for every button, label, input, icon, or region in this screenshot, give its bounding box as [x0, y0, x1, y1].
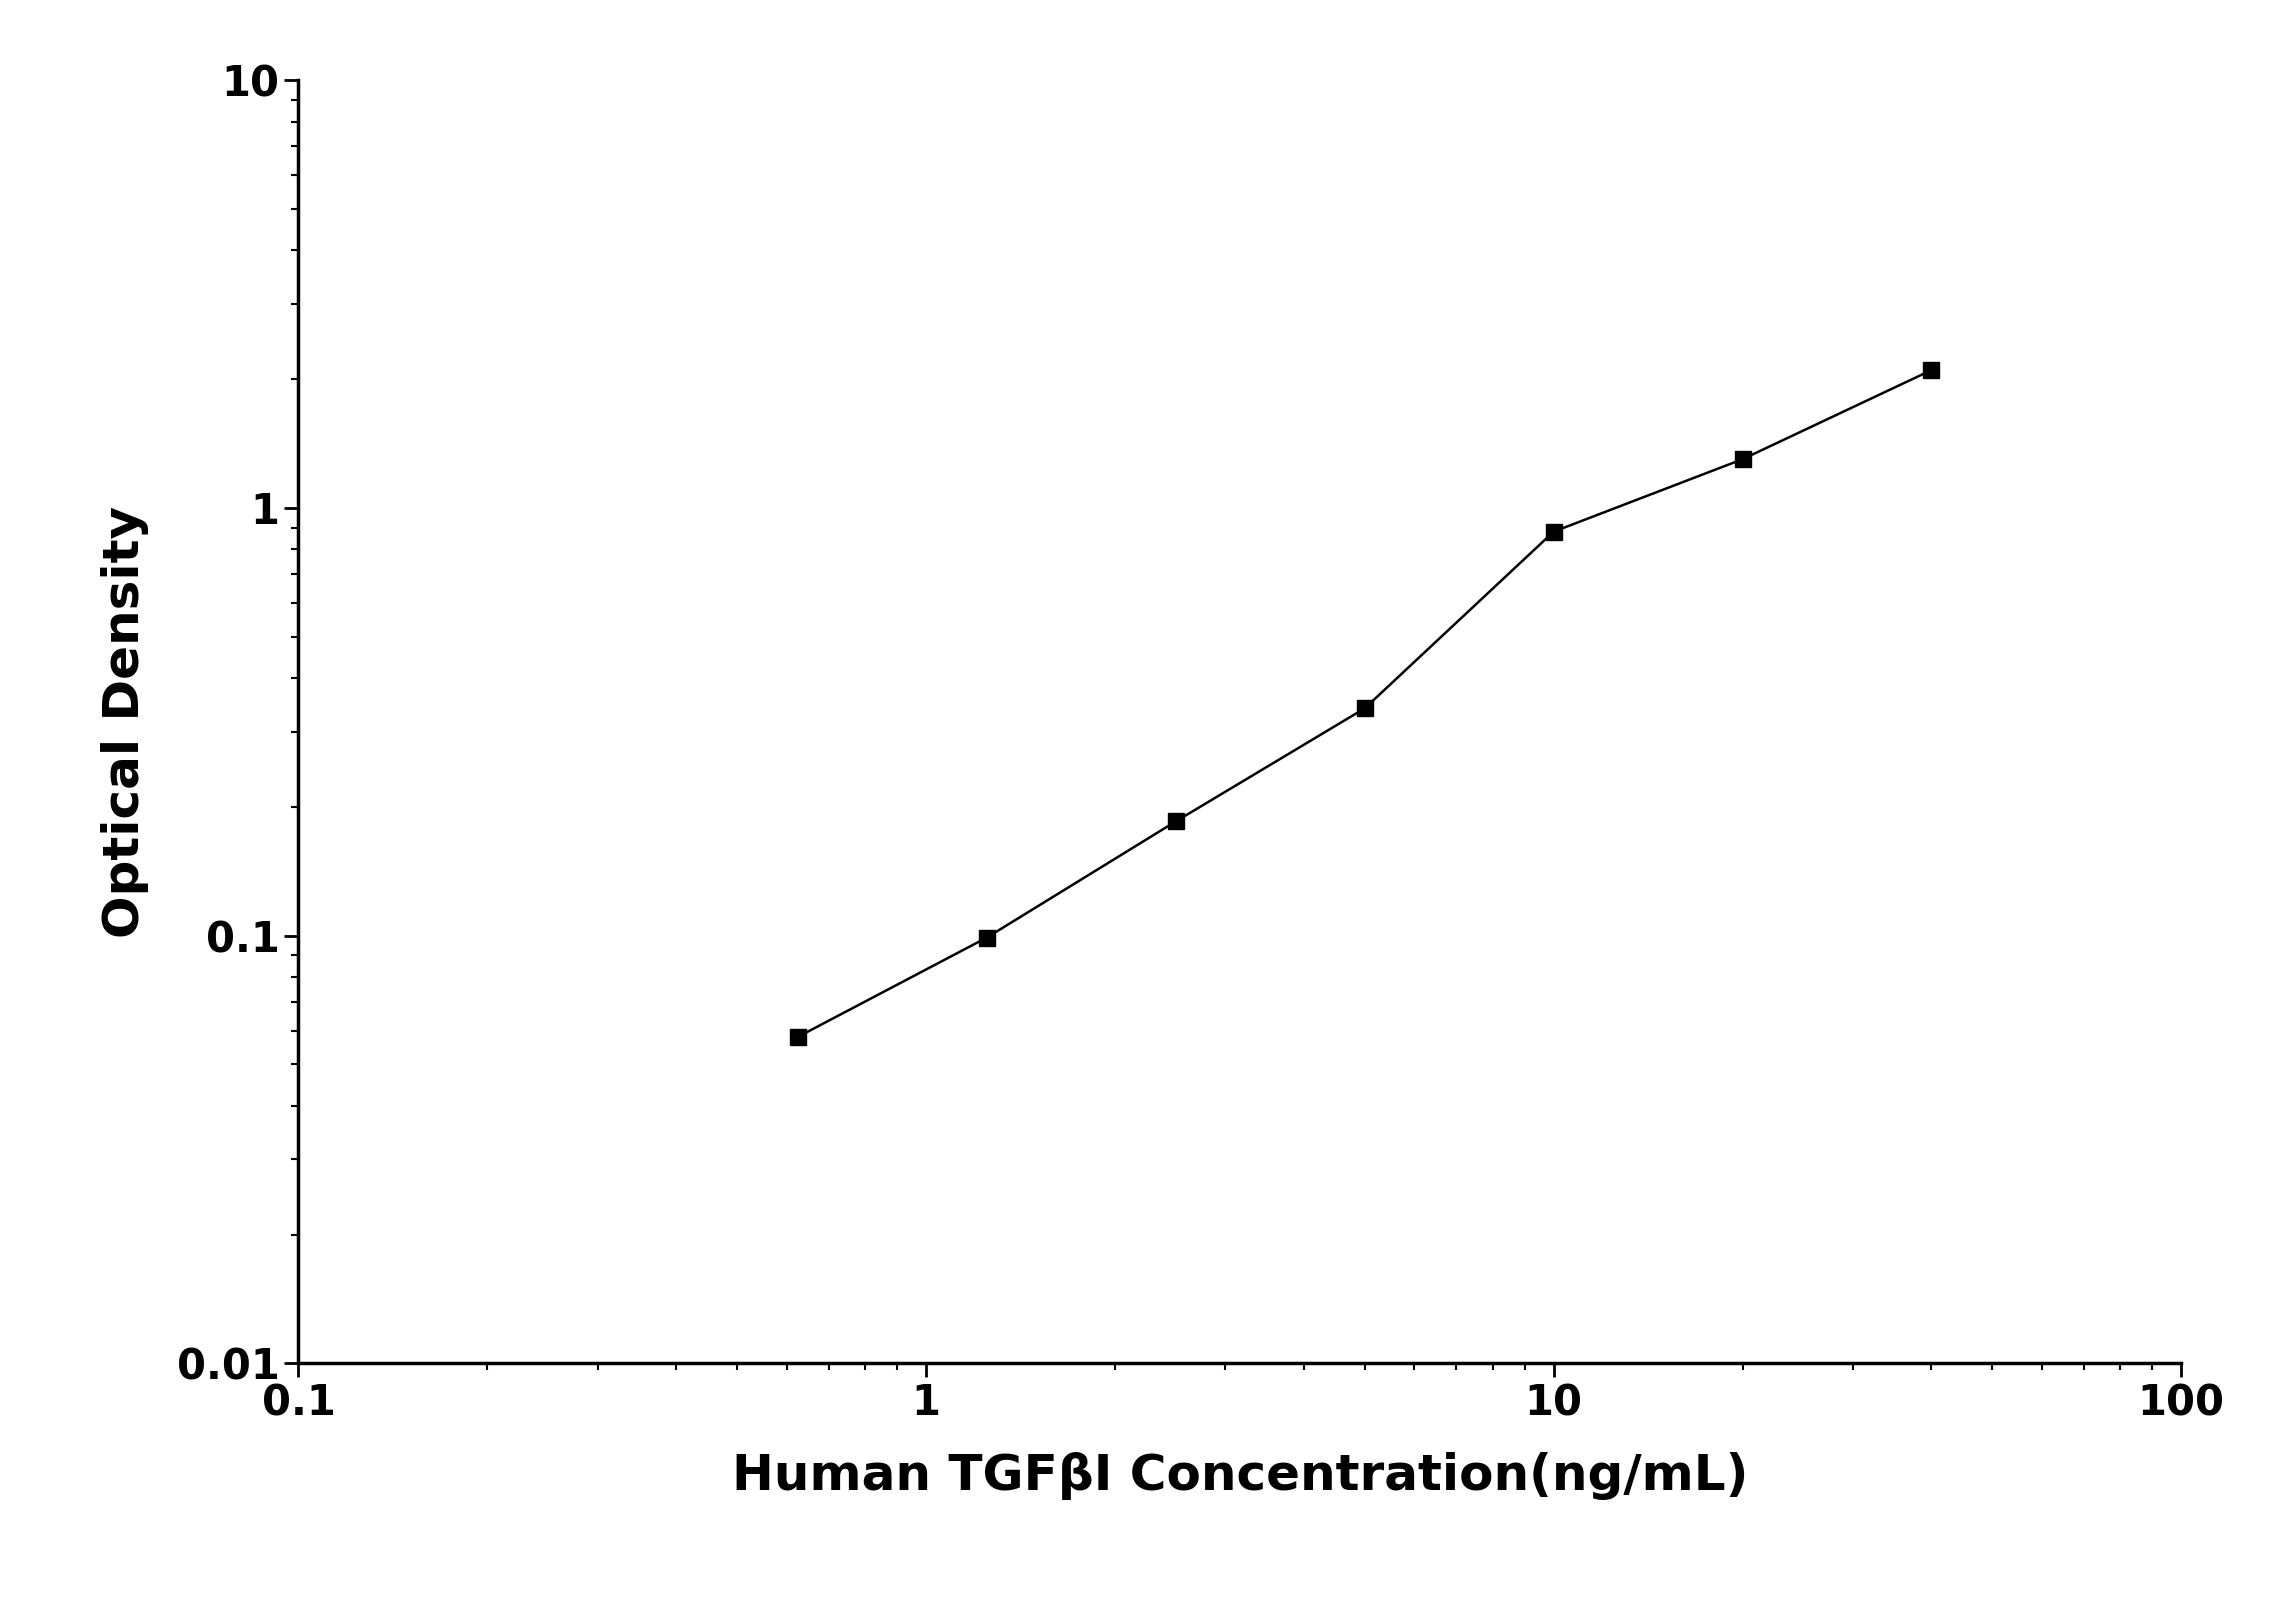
X-axis label: Human TGFβI Concentration(ng/mL): Human TGFβI Concentration(ng/mL): [732, 1452, 1747, 1500]
Y-axis label: Optical Density: Optical Density: [101, 505, 149, 938]
